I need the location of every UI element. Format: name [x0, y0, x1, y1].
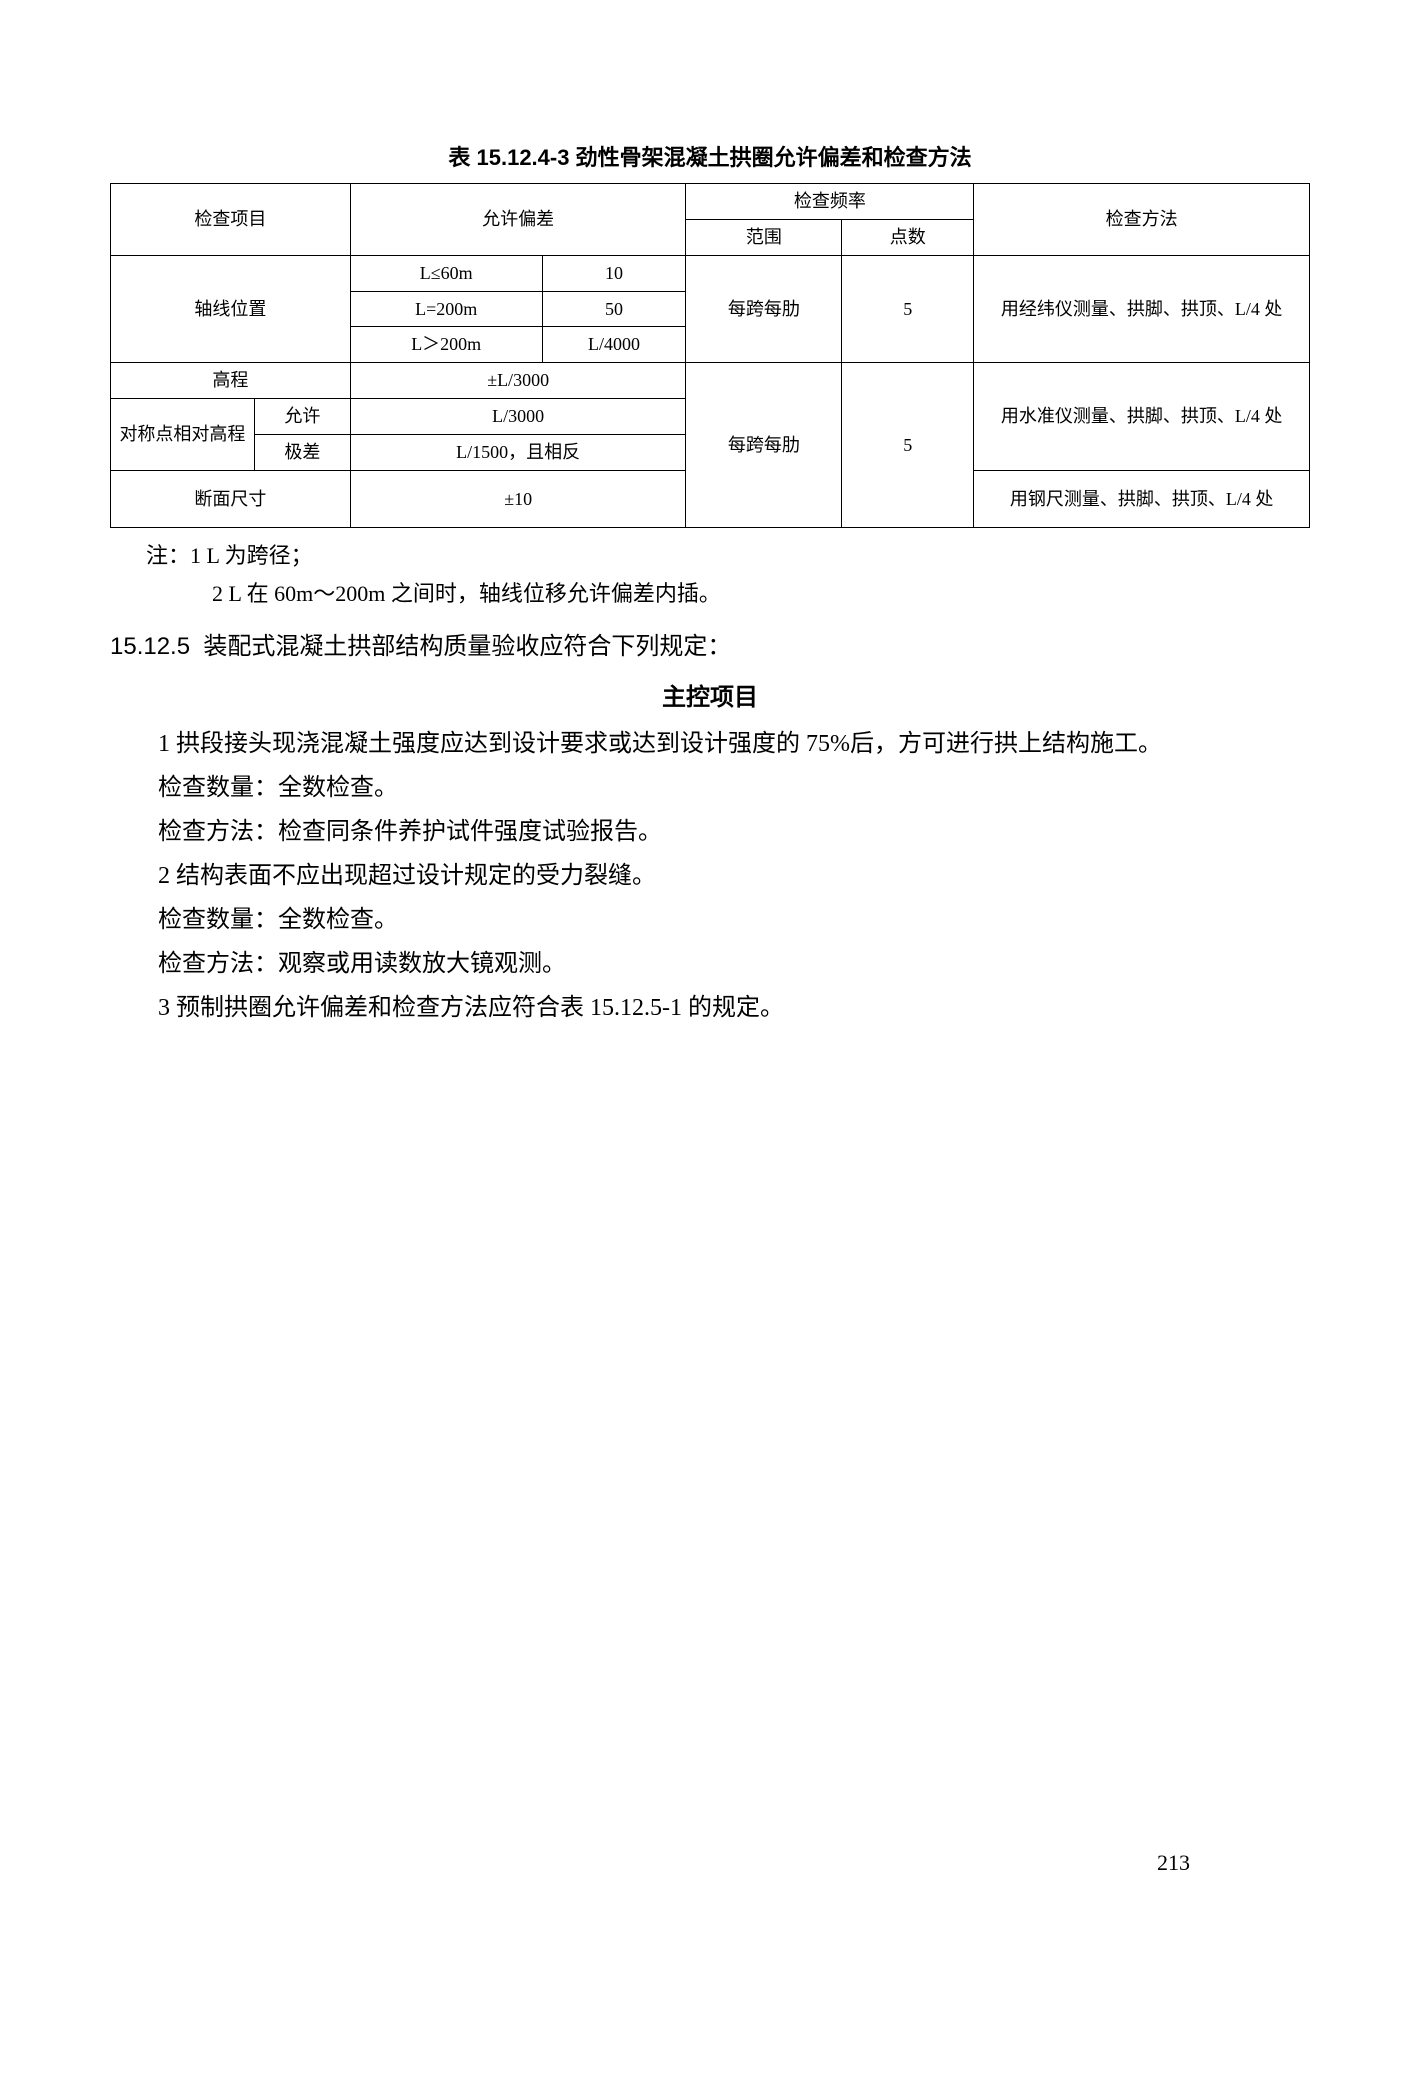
table-row: 检查项目 允许偏差 检查频率 检查方法	[111, 184, 1310, 220]
cell: L≤60m	[350, 255, 542, 291]
sub-heading: 主控项目	[110, 679, 1310, 717]
paragraph: 检查数量：全数检查。	[110, 899, 1310, 941]
table-row: 高程 ±L/3000 每跨每肋 5 用水准仪测量、拱脚、拱顶、L/4 处	[111, 363, 1310, 399]
paragraph: 检查方法：检查同条件养护试件强度试验报告。	[110, 811, 1310, 853]
table-title: 表 15.12.4-3 劲性骨架混凝土拱圈允许偏差和检查方法	[110, 140, 1310, 175]
paragraph: 2 结构表面不应出现超过设计规定的受力裂缝。	[110, 855, 1310, 897]
header-freq: 检查频率	[686, 184, 974, 220]
section-title: 装配式混凝土拱部结构质量验收应符合下列规定：	[203, 634, 731, 660]
cell: 极差	[254, 434, 350, 470]
cell: L＞200m	[350, 327, 542, 363]
cell: 用经纬仪测量、拱脚、拱顶、L/4 处	[974, 255, 1310, 362]
tolerance-table: 检查项目 允许偏差 检查频率 检查方法 范围 点数 轴线位置 L≤60m 10 …	[110, 183, 1310, 528]
cell: 50	[542, 291, 686, 327]
cell: 每跨每肋	[686, 363, 842, 528]
header-item: 检查项目	[111, 184, 351, 256]
cell: ±10	[350, 470, 686, 528]
cell: 对称点相对高程	[111, 398, 255, 470]
cell: 断面尺寸	[111, 470, 351, 528]
note-2: 2 L 在 60m～200m 之间时，轴线位移允许偏差内插。	[212, 581, 721, 606]
header-count: 点数	[842, 219, 974, 255]
header-method: 检查方法	[974, 184, 1310, 256]
cell: 用水准仪测量、拱脚、拱顶、L/4 处	[974, 363, 1310, 470]
paragraph: 检查数量：全数检查。	[110, 767, 1310, 809]
cell: L/1500，且相反	[350, 434, 686, 470]
paragraph: 3 预制拱圈允许偏差和检查方法应符合表 15.12.5-1 的规定。	[110, 987, 1310, 1029]
cell: 允许	[254, 398, 350, 434]
note-prefix: 注：	[146, 543, 190, 568]
section-number: 15.12.5	[110, 633, 190, 660]
header-tolerance: 允许偏差	[350, 184, 686, 256]
cell: 5	[842, 255, 974, 362]
cell: 每跨每肋	[686, 255, 842, 362]
paragraph: 1 拱段接头现浇混凝土强度应达到设计要求或达到设计强度的 75%后，方可进行拱上…	[110, 723, 1310, 765]
cell: 5	[842, 363, 974, 528]
table-notes: 注：1 L 为跨径； 2 L 在 60m～200m 之间时，轴线位移允许偏差内插…	[110, 538, 1310, 610]
cell: L=200m	[350, 291, 542, 327]
cell: 用钢尺测量、拱脚、拱顶、L/4 处	[974, 470, 1310, 528]
cell: 10	[542, 255, 686, 291]
note-1: 1 L 为跨径；	[190, 543, 313, 568]
cell: L/3000	[350, 398, 686, 434]
cell: 高程	[111, 363, 351, 399]
header-scope: 范围	[686, 219, 842, 255]
page-number: 213	[1157, 1845, 1190, 1880]
cell: ±L/3000	[350, 363, 686, 399]
section-heading: 15.12.5 装配式混凝土拱部结构质量验收应符合下列规定：	[110, 625, 1310, 669]
cell: 轴线位置	[111, 255, 351, 362]
table-row: 轴线位置 L≤60m 10 每跨每肋 5 用经纬仪测量、拱脚、拱顶、L/4 处	[111, 255, 1310, 291]
cell: L/4000	[542, 327, 686, 363]
paragraph: 检查方法：观察或用读数放大镜观测。	[110, 943, 1310, 985]
